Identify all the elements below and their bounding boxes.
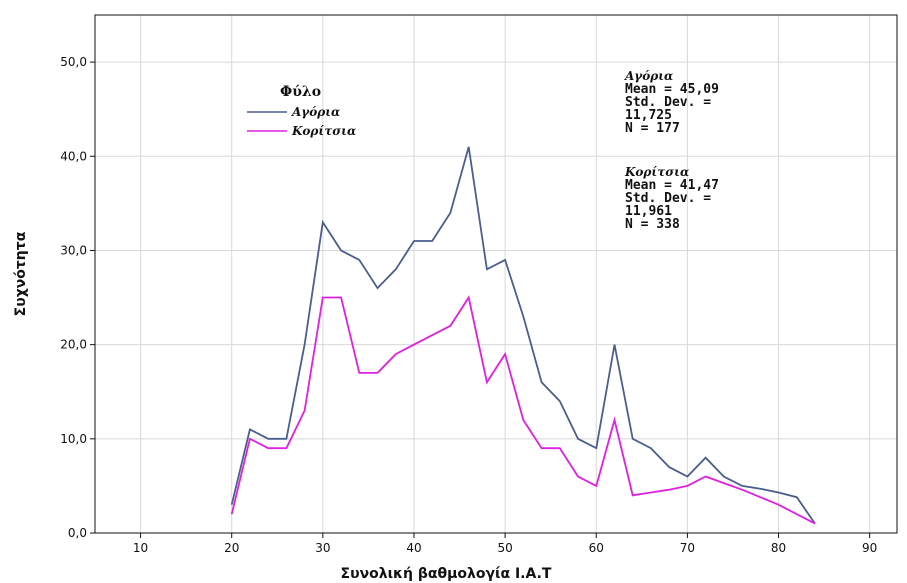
- legend-label-girls: Κορίτσια: [291, 124, 356, 138]
- x-tick-label: 60: [589, 541, 604, 555]
- stats-group-label: Κορίτσια: [624, 165, 689, 179]
- plot-area-frame: [94, 14, 898, 534]
- y-axis-title: Συχνότητα: [13, 231, 29, 316]
- x-tick-label: 20: [224, 541, 239, 555]
- legend-title: Φύλο: [280, 84, 321, 100]
- stats-annotation-girls: Κορίτσια Mean = 41,47 Std. Dev. = 11,961…: [624, 165, 719, 232]
- stats-annotation-boys: Αγόρια Mean = 45,09 Std. Dev. = 11,725 N…: [624, 69, 719, 136]
- x-tick-label: 70: [680, 541, 695, 555]
- x-axis-title: Συνολική βαθμολογία I.A.T: [341, 566, 552, 582]
- y-tick-label: 30,0: [60, 243, 87, 257]
- legend: Φύλο Αγόρια Κορίτσια: [247, 84, 356, 138]
- stats-group-label: Αγόρια: [624, 69, 673, 83]
- stats-std-dev-label: Std. Dev. =: [625, 191, 711, 206]
- series-line-boys: [230, 146, 816, 525]
- y-tick-label: 40,0: [60, 149, 87, 163]
- y-tick-label: 10,0: [60, 432, 87, 446]
- y-tick-label: 50,0: [60, 55, 87, 69]
- stats-std-dev-value: 11,961: [625, 204, 672, 219]
- grid: [95, 15, 897, 534]
- y-tick-label: 20,0: [60, 338, 87, 352]
- legend-label-boys: Αγόρια: [291, 105, 340, 119]
- stats-mean: Mean = 41,47: [625, 178, 719, 193]
- x-tick-label: 10: [133, 541, 148, 555]
- series-line-girls: [230, 295, 816, 525]
- x-tick-label: 40: [406, 541, 421, 555]
- stats-mean: Mean = 45,09: [625, 82, 719, 97]
- x-tick-label: 90: [862, 541, 877, 555]
- series-lines: [230, 146, 816, 525]
- stats-std-dev-label: Std. Dev. =: [625, 95, 711, 110]
- stats-n: N = 177: [625, 121, 680, 136]
- x-tick-label: 50: [497, 541, 512, 555]
- y-tick-label: 0,0: [68, 526, 87, 540]
- stats-std-dev-value: 11,725: [625, 108, 672, 123]
- x-tick-label: 80: [771, 541, 786, 555]
- x-tick-label: 30: [315, 541, 330, 555]
- axis-ticks: 10 20 30 40 50 60 70 80 90 0,0 10,0 20,0 30,0 40,0 50,…: [60, 55, 877, 555]
- stats-n: N = 338: [625, 217, 680, 232]
